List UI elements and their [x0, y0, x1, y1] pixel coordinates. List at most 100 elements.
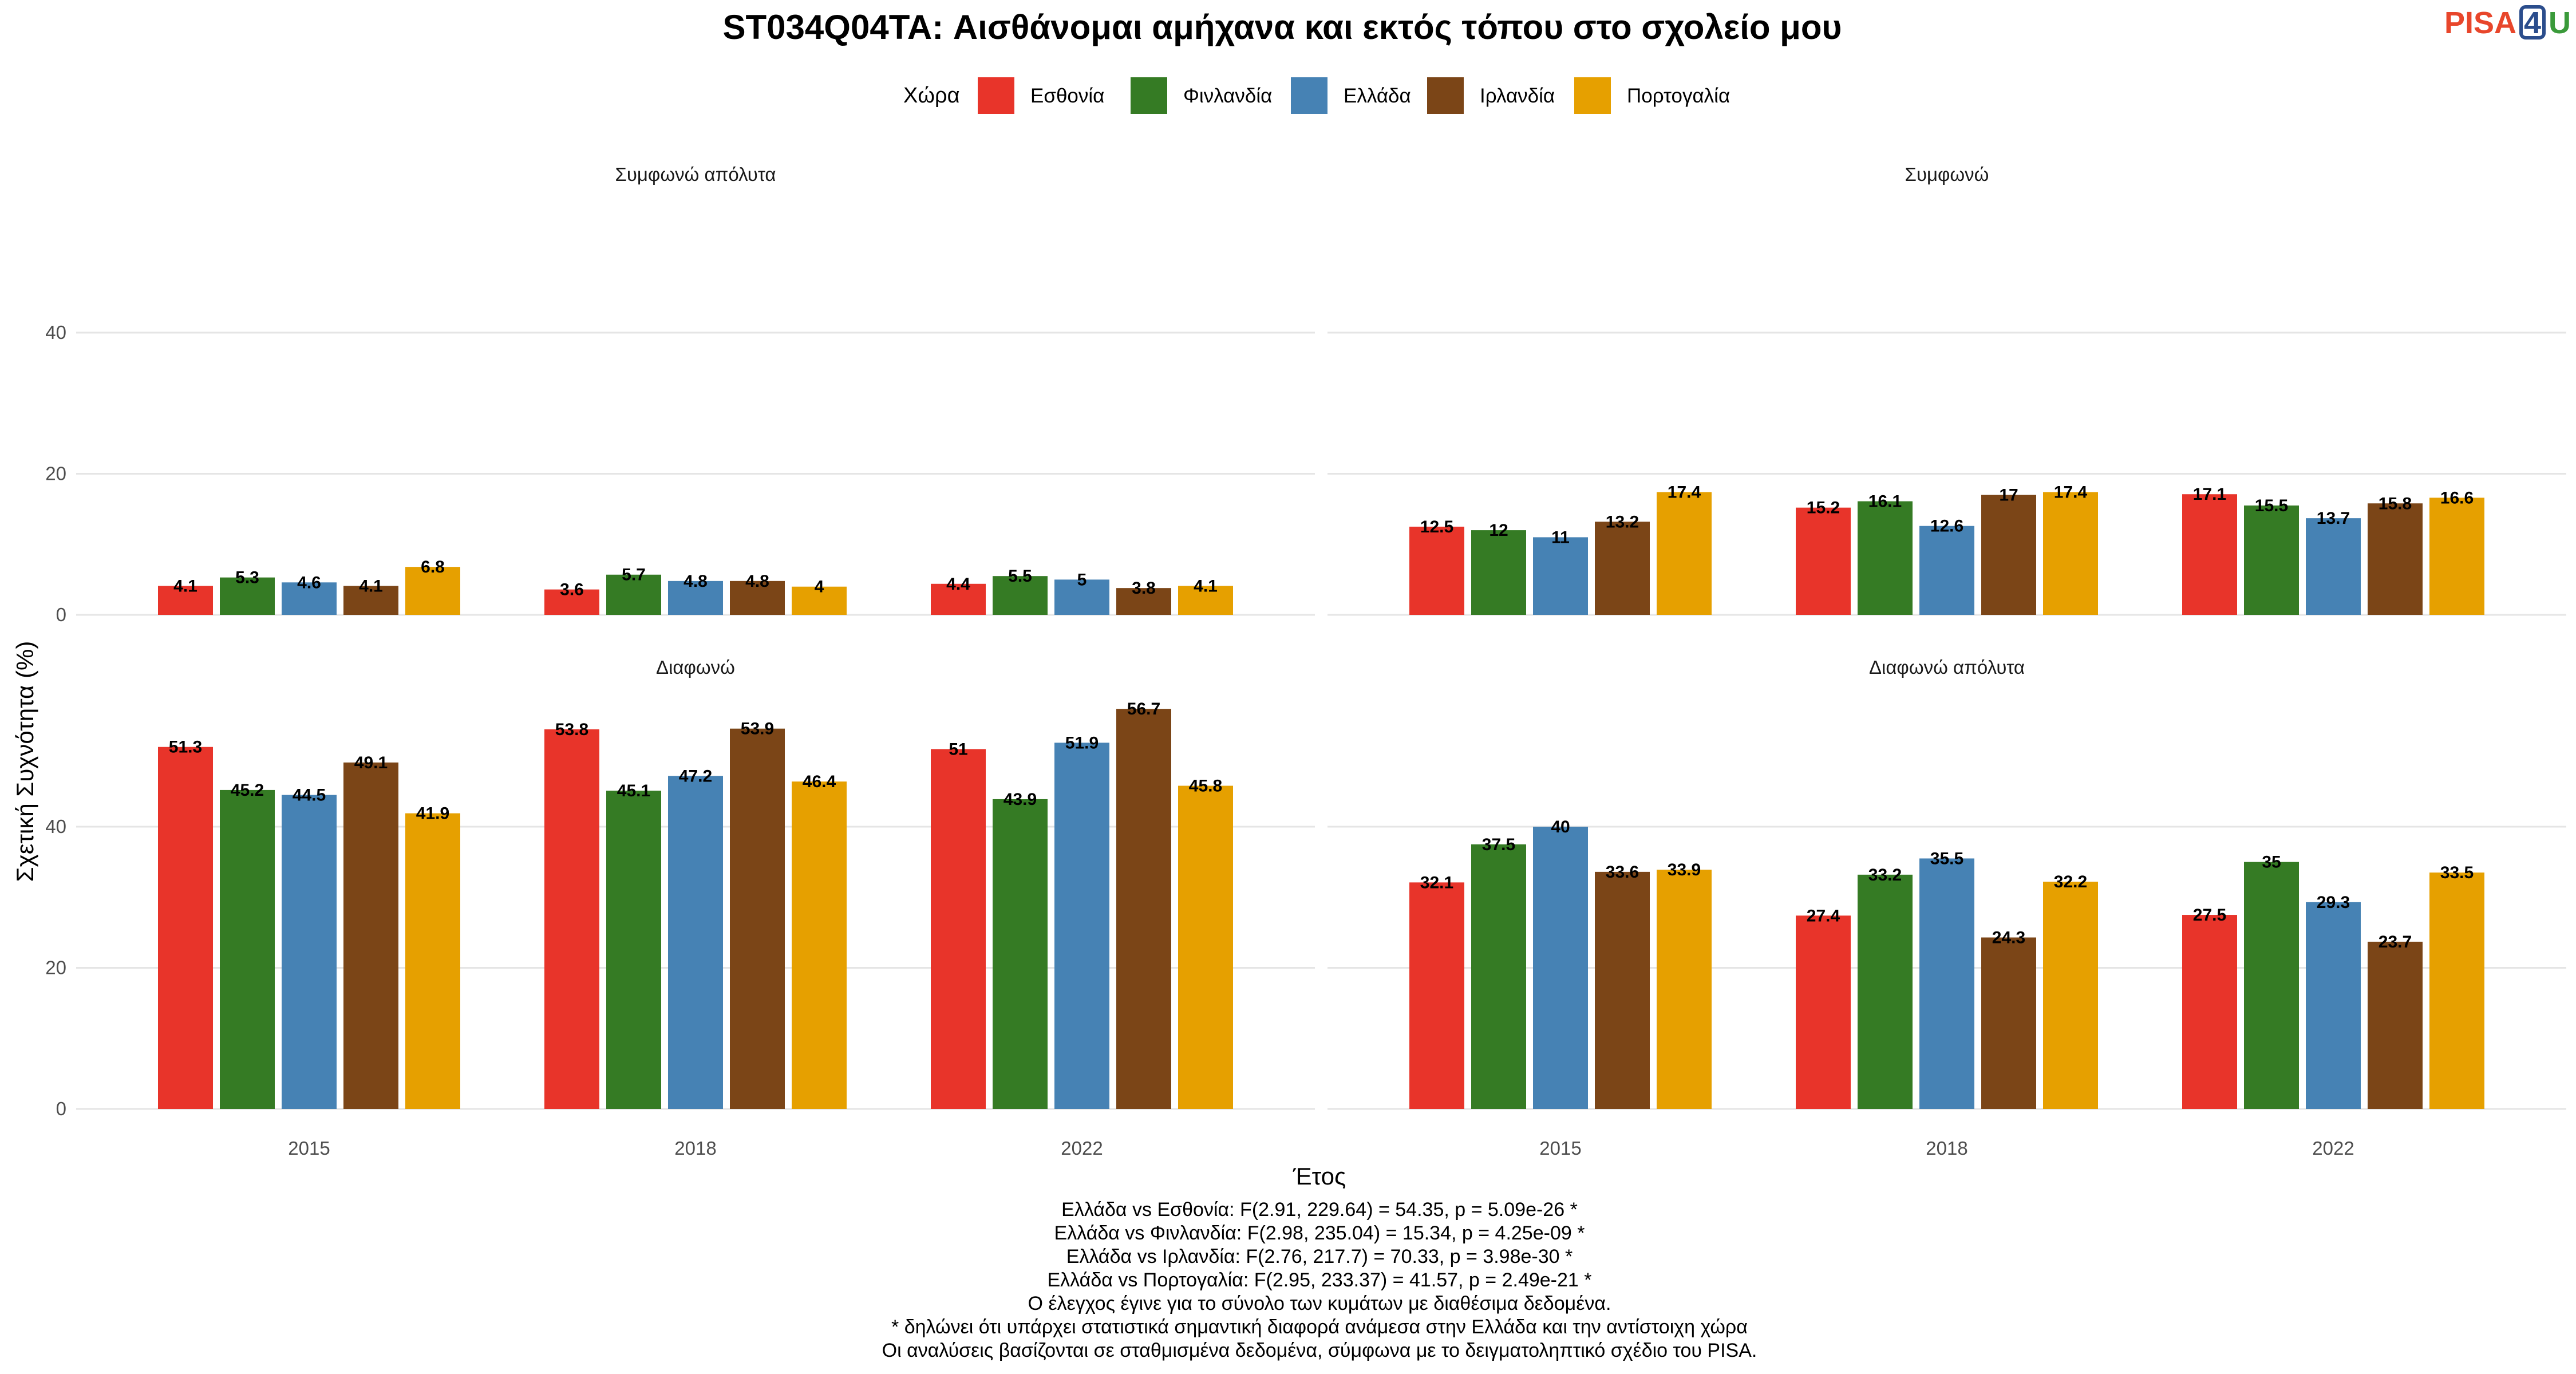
bar-label-4-2018-2: 33.2 [1868, 866, 1902, 885]
bar-2-2022-4 [2368, 503, 2423, 615]
bar-label-3-2015-1: 51.3 [169, 738, 202, 757]
bar-label-3-2018-3: 47.2 [679, 767, 712, 785]
bar-label-4-2022-2: 35 [2262, 853, 2281, 872]
x-tick-label-3-3: 2022 [1061, 1138, 1103, 1159]
facet-title-3: Διαφωνώ [656, 657, 735, 678]
bar-label-3-2018-2: 45.1 [617, 781, 650, 800]
bar-1-2022-2 [993, 576, 1048, 615]
facet-title-4: Διαφωνώ απόλυτα [1869, 657, 2025, 678]
bar-1-2022-4 [1116, 588, 1171, 615]
facet-panel-4: Διαφωνώ απόλυτα 32.1 27.4 27.5 37.5 33.2 35 40 3… [1327, 657, 2566, 1159]
bar-label-1-2018-4: 4.8 [745, 572, 769, 591]
bar-label-2-2018-3: 12.6 [1930, 517, 1963, 536]
bar-3-2022-4 [1116, 709, 1171, 1109]
pisa4u-logo: PISA 4 U [2444, 5, 2571, 40]
legend-title: Χώρα [903, 84, 960, 108]
bar-label-4-2015-1: 32.1 [1420, 873, 1453, 892]
bar-4-2018-5 [2043, 882, 2098, 1109]
bar-label-2-2018-5: 17.4 [2054, 483, 2088, 502]
bar-label-4-2015-4: 33.6 [1606, 863, 1639, 882]
legend-label-1: Εσθονία [1030, 85, 1104, 107]
bar-label-2-2015-1: 12.5 [1420, 518, 1453, 536]
bar-label-2-2018-1: 15.2 [1807, 499, 1840, 518]
y-tick-label-3-3: 40 [45, 816, 66, 837]
bar-label-4-2022-5: 33.5 [2440, 863, 2474, 882]
bar-label-2-2018-2: 16.1 [1868, 492, 1902, 511]
x-tick-label-4-3: 2022 [2312, 1138, 2354, 1159]
facet-title-1: Συμφωνώ απόλυτα [615, 164, 776, 185]
bar-3-2022-5 [1178, 785, 1233, 1109]
footnote-5: Ο έλεγχος έγινε για το σύνολο των κυμάτω… [1028, 1293, 1611, 1314]
x-tick-label-3-1: 2015 [288, 1138, 330, 1159]
bar-4-2015-4 [1595, 871, 1650, 1109]
bar-1-2018-2 [606, 574, 661, 615]
bar-3-2018-4 [730, 728, 785, 1109]
y-tick-label-1-2: 20 [45, 463, 66, 484]
bar-2-2018-5 [2043, 492, 2098, 615]
bar-label-3-2022-2: 43.9 [1003, 790, 1037, 809]
logo-text-left: PISA [2444, 6, 2516, 40]
bar-1-2018-4 [730, 581, 785, 615]
bar-label-3-2015-2: 45.2 [231, 781, 264, 800]
bar-1-2015-3 [282, 582, 337, 615]
logo-text-right: U [2549, 6, 2571, 40]
x-tick-label-3-2: 2018 [674, 1138, 716, 1159]
bar-label-4-2015-3: 40 [1551, 818, 1570, 836]
bar-1-2018-1 [544, 589, 599, 615]
bar-1-2015-5 [405, 567, 460, 615]
bar-label-1-2018-1: 3.6 [560, 581, 584, 599]
facet-panel-1: Συμφωνώ απόλυτα 0 20 40 4.1 3.6 4.4 5.3 5.7 5.5 4.… [45, 164, 1315, 625]
x-axis-label: Έτος [1293, 1163, 1346, 1190]
bar-3-2022-1 [931, 749, 986, 1109]
bar-label-4-2018-4: 24.3 [1992, 929, 2025, 947]
bar-label-2-2015-3: 11 [1551, 528, 1570, 547]
bar-label-1-2015-3: 4.6 [297, 573, 321, 592]
bar-label-3-2022-4: 56.7 [1127, 700, 1160, 718]
bar-2-2022-2 [2244, 505, 2299, 615]
bar-3-2015-2 [220, 789, 275, 1109]
bar-1-2018-5 [792, 586, 847, 615]
legend-key-2 [1131, 77, 1167, 114]
bar-1-2015-4 [343, 586, 398, 615]
bar-label-1-2015-5: 6.8 [421, 558, 445, 577]
bar-2-2015-2 [1471, 530, 1526, 615]
chart-title: ST034Q04TA: Αισθάνομαι αμήχανα και εκτός… [723, 8, 1842, 46]
legend: Χώρα Εσθονία Φινλανδία Ελλάδα Ιρλανδία Πορτογ… [903, 77, 1730, 114]
bar-4-2018-2 [1858, 874, 1913, 1109]
bar-label-4-2022-1: 27.5 [2193, 906, 2226, 925]
y-axis-label: Σχετική Συχνότητα (%) [11, 641, 38, 882]
bar-label-3-2015-4: 49.1 [354, 753, 388, 772]
bar-label-3-2022-1: 51 [949, 740, 967, 759]
bar-label-1-2022-5: 4.1 [1194, 577, 1218, 595]
bar-label-2-2022-3: 13.7 [2317, 509, 2350, 528]
bar-label-1-2015-4: 4.1 [359, 577, 383, 595]
x-tick-label-4-1: 2015 [1539, 1138, 1581, 1159]
bar-label-3-2018-1: 53.8 [555, 720, 588, 739]
bar-label-3-2015-3: 44.5 [293, 786, 326, 805]
bar-2-2022-3 [2306, 518, 2361, 615]
legend-label-2: Φινλανδία [1183, 85, 1272, 107]
legend-key-1 [978, 77, 1014, 114]
bar-1-2015-1 [158, 586, 213, 615]
bar-3-2018-1 [544, 729, 599, 1109]
bar-4-2022-1 [2182, 915, 2237, 1109]
bar-2-2022-1 [2182, 494, 2237, 615]
bar-label-1-2018-5: 4 [815, 578, 824, 597]
bar-3-2015-5 [405, 813, 460, 1109]
bar-label-2-2022-2: 15.5 [2255, 496, 2288, 515]
bar-label-1-2018-3: 4.8 [683, 572, 708, 591]
bar-3-2018-5 [792, 781, 847, 1109]
bar-label-4-2022-4: 23.7 [2379, 933, 2412, 951]
bar-4-2022-3 [2306, 902, 2361, 1109]
bar-label-2-2015-4: 13.2 [1606, 512, 1639, 531]
bar-4-2015-3 [1533, 827, 1588, 1109]
bar-2-2015-3 [1533, 537, 1588, 615]
footnote-6: * δηλώνει ότι υπάρχει στατιστικά σημαντι… [891, 1316, 1748, 1338]
bar-2-2018-3 [1919, 526, 1974, 615]
bar-label-2-2022-5: 16.6 [2440, 488, 2474, 507]
bar-1-2022-1 [931, 583, 986, 615]
bar-1-2018-3 [668, 581, 723, 615]
bar-label-1-2022-2: 5.5 [1008, 567, 1032, 586]
